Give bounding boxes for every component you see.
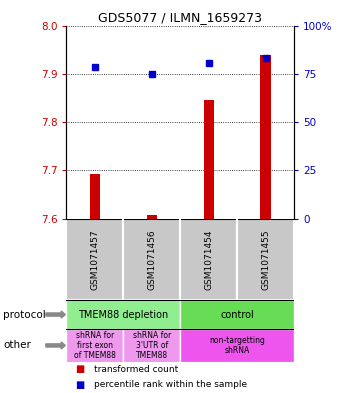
Bar — [123, 219, 180, 300]
Bar — [90, 174, 100, 219]
Bar — [147, 215, 157, 219]
Bar — [180, 329, 294, 362]
Bar — [180, 300, 294, 329]
Text: GSM1071457: GSM1071457 — [90, 229, 99, 290]
Text: other: other — [3, 340, 31, 351]
Text: transformed count: transformed count — [94, 365, 178, 373]
Text: shRNA for
3'UTR of
TMEM88: shRNA for 3'UTR of TMEM88 — [133, 331, 171, 360]
Text: ■: ■ — [75, 364, 85, 374]
Text: protocol: protocol — [3, 310, 46, 320]
Text: GSM1071456: GSM1071456 — [147, 229, 156, 290]
Bar — [204, 100, 214, 219]
Bar — [66, 329, 123, 362]
Bar — [260, 55, 271, 219]
Text: ■: ■ — [75, 380, 85, 389]
Bar — [66, 300, 180, 329]
Text: GSM1071455: GSM1071455 — [261, 229, 270, 290]
Bar — [66, 219, 123, 300]
Text: control: control — [220, 310, 254, 320]
Bar — [237, 219, 294, 300]
Text: percentile rank within the sample: percentile rank within the sample — [94, 380, 247, 389]
Text: non-targetting
shRNA: non-targetting shRNA — [209, 336, 265, 355]
Text: GSM1071454: GSM1071454 — [204, 229, 213, 290]
Bar — [180, 219, 237, 300]
Text: TMEM88 depletion: TMEM88 depletion — [78, 310, 168, 320]
Title: GDS5077 / ILMN_1659273: GDS5077 / ILMN_1659273 — [98, 11, 262, 24]
Text: shRNA for
first exon
of TMEM88: shRNA for first exon of TMEM88 — [74, 331, 116, 360]
Bar — [123, 329, 180, 362]
